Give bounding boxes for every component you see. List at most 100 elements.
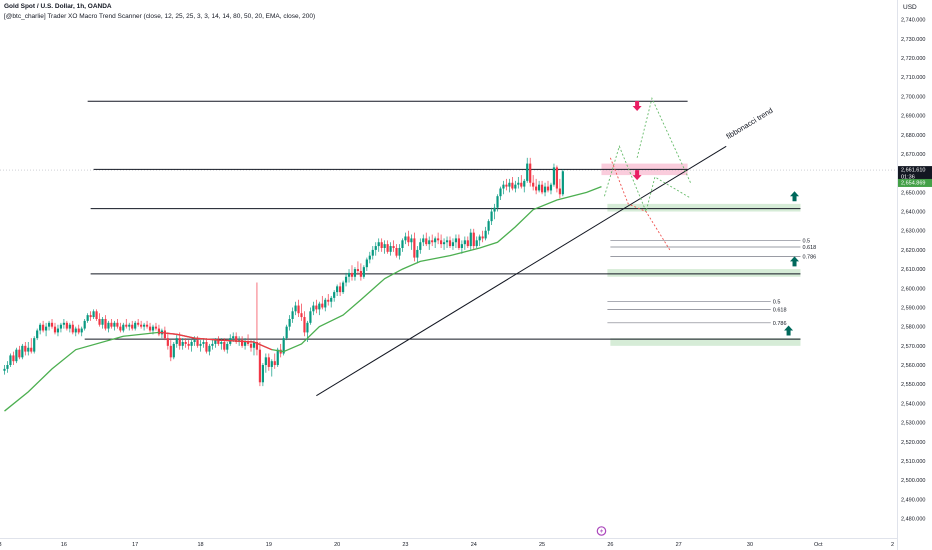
- candle-body: [190, 341, 193, 346]
- candle-body: [137, 322, 140, 325]
- fib-level-label: 0.5: [802, 238, 810, 244]
- candle-body: [347, 272, 351, 277]
- candle-body: [478, 236, 481, 241]
- price-tick-label: 2,580.000: [901, 325, 925, 331]
- candle-body: [264, 357, 267, 366]
- candle-body: [383, 244, 386, 248]
- candle-body: [333, 292, 336, 298]
- time-tick-label: Oct: [814, 542, 823, 548]
- candle-body: [151, 326, 155, 331]
- price-tick-label: 2,730.000: [901, 37, 925, 43]
- fib-level-label: 0.786: [773, 321, 787, 327]
- price-tick-label: 2,650.000: [901, 190, 925, 196]
- candle-body: [425, 238, 428, 245]
- candle-body: [549, 184, 553, 191]
- arrow-up-icon: [784, 325, 794, 336]
- price-tick-label: 2,560.000: [901, 363, 925, 369]
- arrow-down-icon: [632, 101, 642, 112]
- candle-body: [445, 240, 449, 243]
- candle-body: [472, 232, 475, 247]
- candle-body: [44, 326, 48, 331]
- candle-body: [226, 343, 229, 350]
- candle-body: [208, 345, 211, 352]
- candle-body: [353, 269, 357, 277]
- price-tick-label: 2,610.000: [901, 267, 925, 273]
- price-axis-separator: [897, 0, 898, 550]
- candle-body: [62, 322, 65, 325]
- candle-body: [448, 240, 452, 247]
- candle-body: [469, 232, 472, 247]
- time-tick-label: 23: [402, 542, 408, 548]
- candle-body: [39, 324, 42, 331]
- candle-body: [481, 236, 484, 239]
- candle-body: [499, 188, 502, 197]
- candle-body: [83, 320, 86, 329]
- candle-body: [413, 238, 416, 258]
- candle-body: [145, 324, 149, 327]
- candle-body: [163, 330, 166, 339]
- price-axis: 2,480.000 2,490.000 2,500.000 2,510.000 2,52…: [898, 18, 932, 523]
- demand-zone: [607, 203, 801, 212]
- candle-body: [410, 238, 413, 243]
- price-tick-label: 2,510.000: [901, 459, 925, 465]
- price-tick-label: 2,690.000: [901, 114, 925, 120]
- price-tick-label: 2,680.000: [901, 133, 925, 139]
- candle-body: [59, 324, 63, 329]
- candle-body: [205, 341, 208, 352]
- candle-body: [312, 305, 315, 312]
- price-label-text: 01:36: [901, 175, 915, 181]
- candle-body: [466, 240, 469, 247]
- candle-body: [451, 242, 455, 247]
- candle-body: [21, 345, 24, 358]
- candle-body: [116, 322, 119, 327]
- candle-body: [246, 341, 250, 344]
- candle-body: [324, 299, 327, 308]
- moving-average-bearish-segment: [158, 331, 273, 351]
- time-tick-label: 19: [266, 542, 272, 548]
- candle-body: [241, 340, 244, 346]
- time-tick-label: 26: [607, 542, 613, 548]
- candle-body: [339, 286, 342, 293]
- candle-body: [514, 184, 517, 189]
- candle-body: [33, 338, 36, 352]
- time-tick-label: 20: [334, 542, 340, 548]
- trendline: [316, 145, 727, 397]
- price-tick-label: 2,540.000: [901, 401, 925, 407]
- candle-body: [398, 247, 401, 256]
- candle-body: [125, 324, 128, 327]
- candle-body: [392, 246, 395, 248]
- projection-path: [604, 144, 691, 213]
- trendline-label: fibbonacci trend: [725, 106, 775, 141]
- candle-body: [552, 167, 556, 185]
- candle-body: [439, 240, 443, 245]
- candle-body: [291, 311, 294, 319]
- price-tick-label: 2,630.000: [901, 229, 925, 235]
- indicator-legend[interactable]: [@btc_charlie] Trader XO Macro Trend Sca…: [4, 13, 316, 20]
- candle-body: [258, 349, 262, 383]
- candle-body: [27, 347, 30, 352]
- candle-body: [217, 340, 220, 344]
- candle-body: [300, 313, 303, 318]
- candle-body: [214, 340, 217, 344]
- candle-body: [288, 318, 291, 327]
- candle-body: [404, 236, 407, 241]
- time-tick-label: 16: [61, 542, 67, 548]
- candle-body: [196, 340, 199, 346]
- candle-body: [276, 349, 279, 366]
- candle-body: [178, 338, 181, 346]
- candle-body: [89, 315, 92, 318]
- time-tick-label: 25: [539, 542, 545, 548]
- currency-label[interactable]: USD: [903, 4, 917, 11]
- candle-body: [267, 357, 270, 367]
- fib-level-label: 0.5: [773, 300, 781, 306]
- candle-body: [3, 368, 6, 371]
- candle-body: [56, 328, 60, 333]
- candle-body: [371, 249, 374, 256]
- price-tick-label: 2,740.000: [901, 18, 925, 24]
- candle-body: [98, 318, 101, 325]
- candle-body: [95, 311, 98, 319]
- candle-body: [327, 299, 330, 302]
- candle-body: [131, 324, 134, 329]
- candle-body: [42, 324, 45, 331]
